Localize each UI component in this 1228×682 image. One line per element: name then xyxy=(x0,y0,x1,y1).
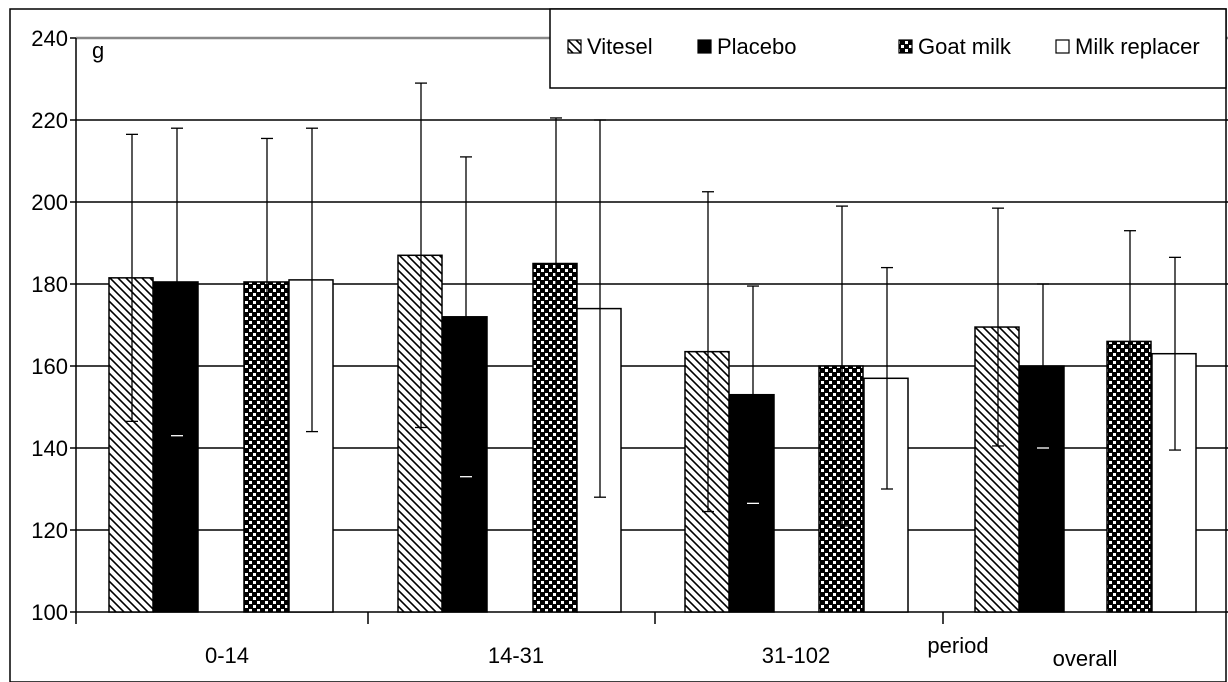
legend-swatch-milk-replacer xyxy=(1055,39,1070,54)
x-category-label: 14-31 xyxy=(488,643,544,668)
bar-placebo-overall xyxy=(1019,365,1065,613)
y-tick-label: 220 xyxy=(31,108,68,133)
y-tick-label: 100 xyxy=(31,600,68,625)
x-category-label: 31-102 xyxy=(762,643,831,668)
error-bars xyxy=(126,82,1181,527)
legend-swatch-vitesel xyxy=(567,39,582,54)
bar-goat-milk-overall xyxy=(1106,340,1152,613)
legend-swatch-placebo xyxy=(697,39,712,54)
unit-label: g xyxy=(92,38,104,63)
y-tick-label: 240 xyxy=(31,26,68,51)
y-tick-label: 120 xyxy=(31,518,68,543)
bar-placebo-14-31 xyxy=(442,316,488,613)
legend-box xyxy=(549,8,1227,89)
legend-label: Placebo xyxy=(717,34,797,59)
y-tick-label: 160 xyxy=(31,354,68,379)
x-category-label: overall xyxy=(1053,646,1118,671)
bar-milk-replacer-14-31 xyxy=(576,307,622,613)
bar-vitesel-0-14 xyxy=(108,277,154,613)
x-category-label: 0-14 xyxy=(205,643,249,668)
x-axis-title: period xyxy=(927,633,988,658)
bar-placebo-0-14 xyxy=(153,281,199,613)
legend-label: Milk replacer xyxy=(1075,34,1200,59)
legend-swatch-goat-milk xyxy=(898,39,913,54)
y-tick-label: 200 xyxy=(31,190,68,215)
bar-milk-replacer-overall xyxy=(1151,352,1197,613)
legend: Vitesel Placebo Goat milk Milk replacer xyxy=(549,8,1227,89)
bar-vitesel-14-31 xyxy=(397,254,443,613)
bar-vitesel-overall xyxy=(974,326,1020,613)
bar-milk-replacer-0-14 xyxy=(288,279,334,613)
bar-vitesel-31-102 xyxy=(684,350,730,613)
y-tick-label: 140 xyxy=(31,436,68,461)
bar-milk-replacer-31-102 xyxy=(863,377,909,613)
bar-goat-milk-0-14 xyxy=(243,281,289,613)
y-tick-label: 180 xyxy=(31,272,68,297)
legend-label: Vitesel xyxy=(587,34,653,59)
legend-label: Goat milk xyxy=(918,34,1012,59)
bars xyxy=(108,254,1197,613)
bar-goat-milk-14-31 xyxy=(532,262,578,613)
bar-goat-milk-31-102 xyxy=(818,365,864,613)
